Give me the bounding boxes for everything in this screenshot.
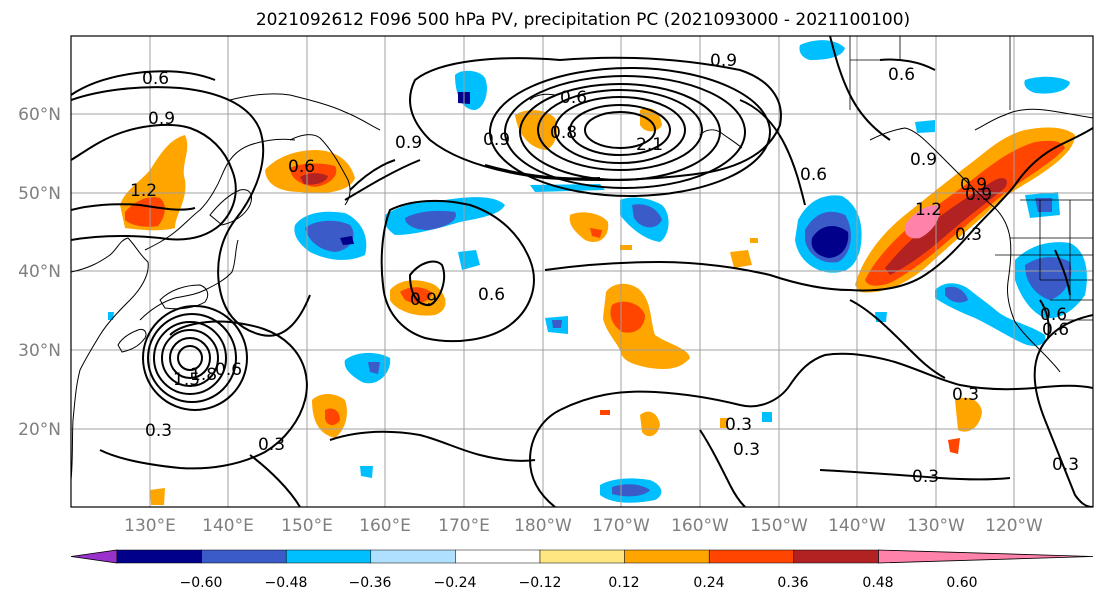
lon-label: 160°W bbox=[671, 516, 729, 536]
lon-label: 150°W bbox=[750, 516, 808, 536]
contour-label: 1.8 bbox=[190, 365, 217, 385]
contour-label: 0.8 bbox=[550, 123, 577, 143]
contour-label: 0.3 bbox=[145, 421, 172, 441]
contour-label: 0.9 bbox=[148, 109, 175, 129]
map-area: 0.6 0.9 0.9 0.6 0.9 0.8 2.1 0.6 0.9 0.6 … bbox=[71, 36, 1093, 507]
colorbar-tick-label: −0.12 bbox=[519, 575, 562, 591]
contour-label: 0.3 bbox=[955, 225, 982, 245]
precipitation-shading bbox=[108, 40, 1087, 505]
colorbar-tick-label: −0.24 bbox=[434, 575, 477, 591]
colorbar-segments bbox=[70, 549, 1094, 564]
colorbar-segment bbox=[539, 549, 625, 564]
contour-label: 0.3 bbox=[733, 440, 760, 460]
lat-label: 20°N bbox=[18, 420, 61, 440]
colorbar-tick-label: 0.48 bbox=[862, 575, 893, 591]
contour-label: 0.6 bbox=[888, 65, 915, 85]
colorbar-tick-label: 0.24 bbox=[693, 575, 724, 591]
colorbar-extend-max bbox=[878, 549, 1094, 564]
pv-contours bbox=[71, 36, 1093, 507]
latitude-labels: 60°N 50°N 40°N 30°N 20°N bbox=[18, 105, 61, 440]
colorbar: −0.60 −0.48 −0.36 −0.24 −0.12 0.12 0.24 … bbox=[70, 549, 1094, 591]
colorbar-segment bbox=[624, 549, 710, 564]
colorbar-segment bbox=[455, 549, 541, 564]
contour-label: 0.6 bbox=[215, 360, 242, 380]
lon-label: 170°W bbox=[592, 516, 650, 536]
lon-label: 170°E bbox=[438, 516, 490, 536]
contour-label: 0.6 bbox=[288, 157, 315, 177]
colorbar-tick-label: −0.60 bbox=[180, 575, 223, 591]
contour-label: 0.3 bbox=[952, 385, 979, 405]
contour-labels: 0.6 0.9 0.9 0.6 0.9 0.8 2.1 0.6 0.9 0.6 … bbox=[130, 51, 1079, 487]
contour-label: 0.3 bbox=[912, 467, 939, 487]
lat-label: 30°N bbox=[18, 341, 61, 361]
contour-label: 0.9 bbox=[960, 175, 987, 195]
longitude-labels: 130°E 140°E 150°E 160°E 170°E 180°W 170°… bbox=[124, 516, 1043, 536]
lat-label: 50°N bbox=[18, 184, 61, 204]
colorbar-tick-labels: −0.60 −0.48 −0.36 −0.24 −0.12 0.12 0.24 … bbox=[180, 575, 978, 591]
colorbar-tick-label: −0.36 bbox=[349, 575, 392, 591]
contour-label: 1.2 bbox=[915, 200, 942, 220]
colorbar-extend-min bbox=[70, 549, 118, 564]
map-frame bbox=[70, 35, 1094, 508]
contour-label: 0.6 bbox=[1040, 305, 1067, 325]
colorbar-tick-label: 0.36 bbox=[777, 575, 808, 591]
contour-label: 2.1 bbox=[636, 135, 663, 155]
contour-label: 0.6 bbox=[800, 165, 827, 185]
contour-label: 0.6 bbox=[142, 69, 169, 89]
colorbar-segment bbox=[793, 549, 879, 564]
colorbar-segment bbox=[370, 549, 456, 564]
contour-label: 0.3 bbox=[725, 415, 752, 435]
lon-label: 150°E bbox=[281, 516, 333, 536]
colorbar-segment bbox=[285, 549, 372, 564]
lon-label: 130°E bbox=[124, 516, 176, 536]
colorbar-tick-label: −0.48 bbox=[265, 575, 308, 591]
colorbar-segment bbox=[201, 549, 287, 564]
contour-label: 0.9 bbox=[395, 133, 422, 153]
lon-label: 140°E bbox=[202, 516, 254, 536]
contour-label: 0.6 bbox=[560, 88, 587, 108]
contour-label: 0.9 bbox=[965, 185, 992, 205]
colorbar-tick-label: 0.12 bbox=[608, 575, 639, 591]
contour-label: 1.5 bbox=[173, 370, 200, 390]
contour-label: 0.9 bbox=[483, 130, 510, 150]
colorbar-tick-label: 0.60 bbox=[946, 575, 977, 591]
colorbar-segment bbox=[116, 549, 202, 564]
contour-label: 0.3 bbox=[1052, 455, 1079, 475]
lat-label: 40°N bbox=[18, 262, 61, 282]
lon-label: 120°W bbox=[985, 516, 1043, 536]
contour-label: 1.2 bbox=[130, 181, 157, 201]
contour-label: 0.6 bbox=[478, 285, 505, 305]
figure-title: 2021092612 F096 500 hPa PV, precipitatio… bbox=[256, 10, 910, 30]
contour-label: 0.9 bbox=[910, 150, 937, 170]
lat-label: 60°N bbox=[18, 105, 61, 125]
lon-label: 180°W bbox=[514, 516, 572, 536]
contour-label: 0.6 bbox=[1042, 320, 1069, 340]
contour-label: 0.3 bbox=[258, 435, 285, 455]
contour-label: 0.9 bbox=[410, 290, 437, 310]
lon-label: 140°W bbox=[828, 516, 886, 536]
colorbar-segment bbox=[708, 549, 795, 564]
lon-label: 130°W bbox=[907, 516, 965, 536]
contour-label: 0.9 bbox=[710, 51, 737, 71]
coastlines bbox=[71, 93, 1093, 481]
lon-label: 160°E bbox=[359, 516, 411, 536]
